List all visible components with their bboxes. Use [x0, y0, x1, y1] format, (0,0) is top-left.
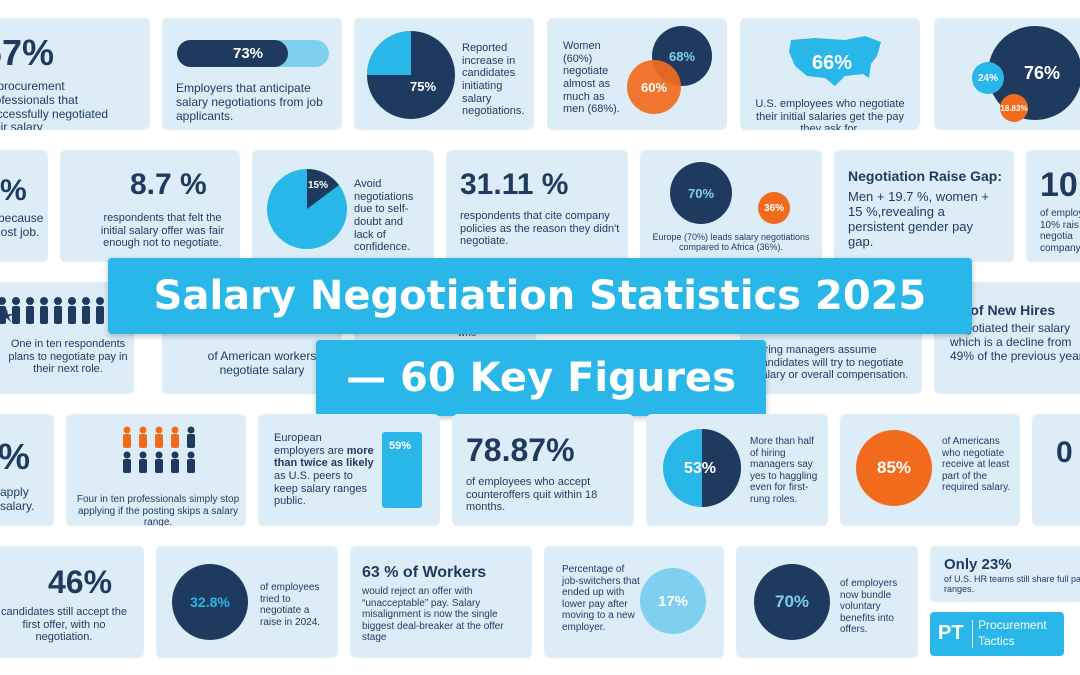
logo-divider: [972, 620, 973, 648]
title-banner-line2: — 60 Key Figures: [316, 340, 766, 416]
bubble-24: 24%: [972, 62, 1004, 94]
stat-text: would reject an offer with “unacceptable…: [362, 586, 504, 643]
stat-card-us-employees: 66% U.S. employees who negotiate their i…: [740, 18, 920, 130]
stat-card-four-in-ten: Four in ten professionals simply stop ap…: [66, 414, 246, 526]
bar-value: 59%: [389, 440, 412, 452]
stat-card-lost-job: % because lost job.: [0, 150, 48, 262]
logo-line1: Procurement: [978, 618, 1047, 632]
stat-card-employers-anticipate: 73% Employers that anticipate salary neg…: [162, 18, 342, 130]
bubble-17: 17%: [640, 568, 706, 634]
stat-card-self-doubt: 15% Avoid negotiations due to self-doubt…: [252, 150, 434, 262]
stat-value: 0: [1056, 436, 1073, 469]
title-banner-line1: Salary Negotiation Statistics 2025: [108, 258, 972, 334]
brand-logo: PT Procurement Tactics: [930, 612, 1064, 656]
stat-text: hiring managers assume candidates will t…: [756, 344, 909, 382]
bar-59: [382, 432, 422, 508]
stat-card-31-11: 31.11 % respondents that cite company po…: [446, 150, 628, 262]
stat-text: Four in ten professionals simply stop ap…: [76, 494, 240, 526]
progress-value: 73%: [233, 45, 264, 62]
stat-card-haggling: 53% More than half of hiring managers sa…: [646, 414, 828, 526]
stat-text: of employees who accept counteroffers qu…: [466, 476, 598, 514]
stat-text: of employees tried to negotiate a raise …: [260, 582, 321, 628]
stat-text: of employ 10% rais negotia company: [1040, 208, 1080, 254]
stat-value: 10: [1040, 166, 1078, 204]
stat-text: because lost job.: [0, 211, 44, 239]
stat-text: Women (60%) negotiate almost as much as …: [563, 40, 620, 116]
stat-value: 46%: [48, 564, 113, 600]
bubble-85: 85%: [856, 430, 932, 506]
stat-text: Avoid negotiations due to self-doubt and…: [354, 178, 414, 254]
stat-card-8-7: 8.7 % respondents that felt the initial …: [60, 150, 240, 262]
pie-chart-53: [663, 429, 741, 507]
stat-card-70-benefits: 70% of employers now bundle voluntary be…: [736, 546, 918, 658]
stat-text: Europe (70%) leads salary negotiations c…: [652, 232, 810, 253]
stat-card-78-87: 78.87% of employees who accept counterof…: [452, 414, 634, 526]
stat-card-procurement: 67% of procurement professionals that su…: [0, 18, 150, 130]
progress-bar: 73%: [177, 40, 329, 67]
stat-text: apply salary.: [0, 485, 35, 513]
stat-card-17: Percentage of job-switchers that ended u…: [544, 546, 724, 658]
logo-line2: Tactics: [978, 634, 1015, 648]
stat-card-raise-gap: Negotiation Raise Gap: Men + 19.7 %, wom…: [834, 150, 1014, 262]
stat-text: of employers now bundle voluntary benefi…: [840, 578, 898, 635]
stat-text: of U.S. HR teams still share full pay ra…: [944, 574, 1080, 595]
card-heading: Negotiation Raise Gap:: [848, 168, 1003, 184]
stat-text: candidates still accept the first offer,…: [1, 606, 127, 644]
stat-text: Reported increase in candidates initiati…: [462, 42, 525, 118]
pie-value: 53%: [684, 460, 717, 477]
stat-value: 78.87%: [466, 432, 575, 468]
stat-card-46: 46% candidates still accept the first of…: [0, 546, 144, 658]
stat-text: Percentage of job-switchers that ended u…: [562, 564, 640, 633]
bubble-32-8: 32.8%: [172, 564, 248, 640]
stat-value: 67%: [0, 32, 55, 73]
stat-text: respondents that felt the initial salary…: [100, 212, 225, 250]
stat-card-0: 0: [1032, 414, 1080, 526]
stat-value: %: [0, 436, 31, 477]
stat-card-bubbles-76: 76% 24% 18.83%: [934, 18, 1080, 130]
stat-text: of Americans who negotiate receive at le…: [942, 436, 1011, 493]
stat-text: More than half of hiring managers say ye…: [750, 436, 818, 505]
stat-text: respondents that cite company policies a…: [460, 210, 620, 248]
stat-text: Men + 19.7 %, women + 15 %,revealing a p…: [848, 189, 989, 249]
stat-card-85: 85% of Americans who negotiate receive a…: [840, 414, 1020, 526]
pie-chart-75: [367, 31, 455, 119]
stat-value: 31.11 %: [460, 168, 569, 201]
stat-card-candidates-initiating: 75% Reported increase in candidates init…: [354, 18, 534, 130]
people-row-icon: [0, 297, 104, 324]
us-map-icon: [789, 36, 881, 86]
stat-text: One in ten respondents plans to negotiat…: [8, 338, 128, 376]
card-heading: 63 % of Workers: [362, 564, 487, 581]
stat-card-apply: % apply salary.: [0, 414, 54, 526]
people-grid-icon: [123, 426, 195, 473]
stat-card-only-23: Only 23% of U.S. HR teams still share fu…: [930, 546, 1080, 602]
progress-fill: [177, 40, 288, 67]
pie-value: 15%: [308, 180, 329, 191]
logo-mark: PT: [938, 622, 964, 644]
stat-text: of procurement professionals that succes…: [0, 79, 109, 130]
stat-text: of American workers negotiate salary: [207, 349, 317, 377]
stat-value: 8.7 %: [130, 168, 207, 201]
stat-card-european-employers: European employers are more than twice a…: [258, 414, 440, 526]
bubble-africa-36: 36%: [758, 192, 790, 224]
stat-card-women-men: Women (60%) negotiate almost as much as …: [547, 18, 727, 130]
map-value: 66%: [812, 52, 853, 74]
pie-value: 75%: [410, 79, 437, 94]
card-heading: % of New Hires: [954, 302, 1056, 318]
bubble-18: 18.83%: [1000, 94, 1028, 122]
stat-text: U.S. employees who negotiate their initi…: [755, 98, 905, 130]
stat-card-10: 10 of employ 10% rais negotia company: [1026, 150, 1080, 262]
bubble-women-60: 60%: [627, 60, 681, 114]
stat-card-32-8: 32.8% of employees tried to negotiate a …: [156, 546, 338, 658]
card-heading: Only 23%: [944, 556, 1012, 573]
stat-card-63-workers: 63 % of Workers would reject an offer wi…: [350, 546, 532, 658]
bubble-70: 70%: [754, 564, 830, 640]
stat-value: %: [0, 174, 27, 207]
bubble-europe-70: 70%: [670, 162, 732, 224]
stat-text: Employers that anticipate salary negotia…: [176, 81, 323, 123]
stat-text: Negotiated their salary which is a decli…: [950, 321, 1080, 363]
stat-card-europe-africa: 70% 36% Europe (70%) leads salary negoti…: [640, 150, 822, 262]
stat-text: European employers are more than twice a…: [274, 432, 374, 508]
pie-chart-15: [267, 169, 347, 249]
